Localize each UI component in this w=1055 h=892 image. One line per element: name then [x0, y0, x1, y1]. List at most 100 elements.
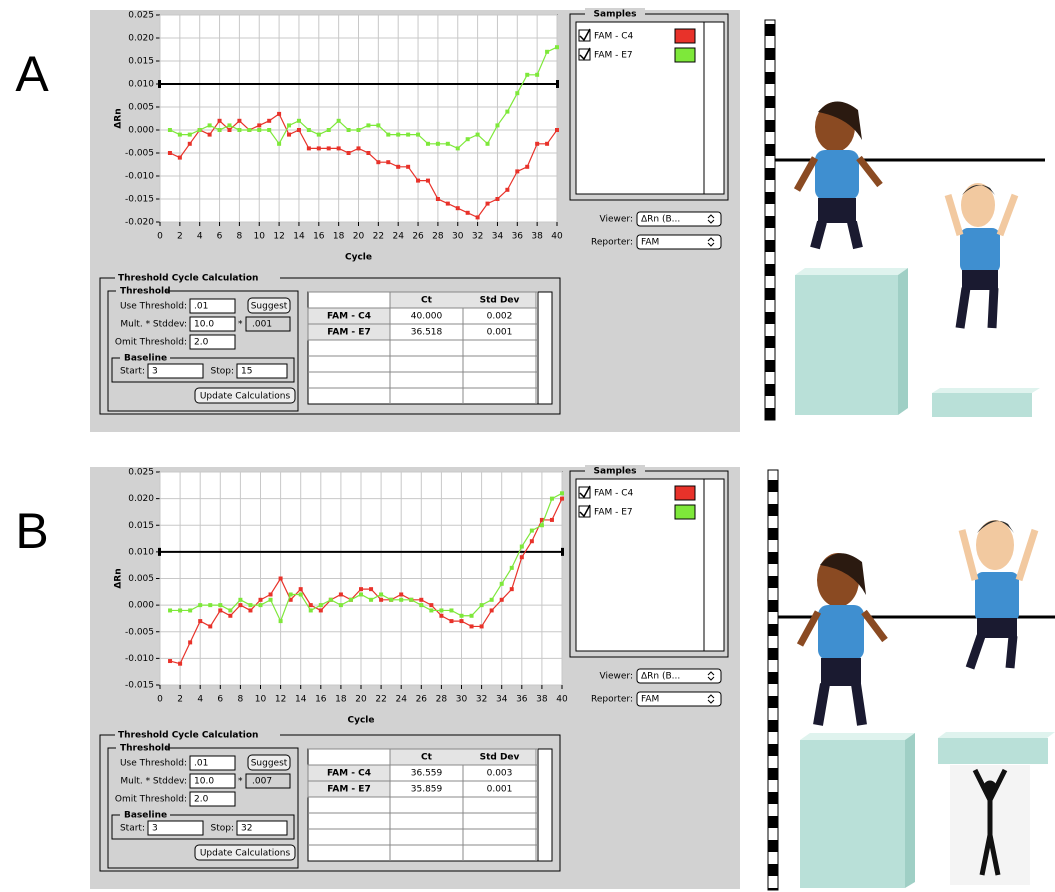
threshold-title-bg	[116, 742, 166, 754]
silhouette	[972, 768, 1008, 876]
viewer-value: ΔRn (B...	[641, 672, 680, 682]
legend-swatch	[674, 28, 696, 44]
reporter-select[interactable]	[636, 691, 722, 707]
reporter-select[interactable]	[636, 234, 722, 250]
input-field[interactable]	[189, 298, 236, 314]
legend-checkbox[interactable]	[578, 505, 591, 518]
table-row-header: FAM - E7	[327, 785, 370, 795]
y-tick-label: 0.005	[128, 103, 154, 113]
x-tick-label: 20	[353, 232, 365, 242]
data-point	[459, 613, 464, 618]
select-arrows	[707, 694, 715, 704]
data-point	[237, 128, 242, 132]
data-point	[549, 517, 554, 522]
data-point	[369, 597, 374, 602]
data-point	[475, 132, 480, 137]
input-field[interactable]	[189, 334, 236, 350]
update-button[interactable]	[194, 387, 296, 404]
data-point	[187, 132, 192, 137]
table-scrollbar	[537, 291, 553, 405]
threshold-title: Threshold	[120, 744, 171, 754]
data-point	[359, 592, 363, 597]
data-point	[227, 128, 232, 132]
data-point	[218, 603, 223, 608]
viewer-select[interactable]	[636, 668, 722, 684]
input-field[interactable]	[189, 316, 236, 332]
legend-label: FAM - C4	[594, 489, 634, 499]
calc-group	[99, 277, 561, 415]
y-tick-label: -0.005	[125, 149, 154, 159]
x-tick-label: 8	[238, 695, 244, 705]
x-tick-label: 18	[335, 695, 347, 705]
input-field[interactable]	[147, 363, 204, 379]
y-axis-label: ΔRn	[114, 108, 124, 128]
legend-checkbox[interactable]	[578, 48, 591, 61]
x-tick-label: 18	[333, 232, 345, 242]
woman-figure	[796, 553, 888, 726]
data-point	[366, 151, 371, 155]
baseline-title-bg	[120, 809, 170, 821]
y-tick-label: 0.005	[128, 574, 154, 584]
input-value: 3	[152, 824, 158, 834]
field-label: Use Threshold:	[120, 302, 187, 312]
panel-label: A	[15, 46, 49, 102]
data-point	[287, 132, 292, 137]
update-button[interactable]	[194, 844, 296, 861]
threshold-handle	[556, 80, 559, 88]
x-tick-label: 30	[452, 232, 464, 242]
x-tick-label: 36	[516, 695, 528, 705]
data-point	[439, 613, 444, 618]
data-point	[217, 118, 222, 123]
x-tick-label: 26	[416, 695, 428, 705]
input-field[interactable]	[189, 773, 236, 789]
viewer-select[interactable]	[636, 211, 722, 227]
data-point	[539, 517, 544, 522]
input-field[interactable]	[147, 820, 204, 836]
baseline-group	[111, 357, 295, 383]
table-cell: 40.000	[411, 312, 443, 322]
box-top	[932, 388, 1040, 393]
box	[938, 738, 1048, 764]
y-tick-label: 0.010	[128, 80, 154, 90]
input-field[interactable]	[189, 755, 236, 771]
series-line	[169, 46, 558, 150]
input-field[interactable]	[236, 363, 288, 379]
data-point	[288, 592, 293, 597]
legend-check	[579, 28, 591, 42]
baseline-title: Baseline	[124, 811, 167, 821]
x-tick-label: 28	[432, 232, 444, 242]
calc-group	[99, 734, 561, 872]
legend-checkbox[interactable]	[578, 29, 591, 42]
data-point	[208, 603, 213, 608]
suggest-button[interactable]	[247, 297, 291, 314]
x-tick-label: 22	[373, 232, 384, 242]
y-tick-label: 0.025	[128, 468, 154, 478]
box-top	[795, 268, 908, 275]
panel: B -0.015 -0.010 -0.005 0.000 0.005 0.010 0.015 0…	[15, 465, 740, 889]
samples-box	[569, 13, 729, 201]
data-point	[188, 640, 193, 645]
data-point	[346, 151, 351, 155]
baseline-title: Baseline	[124, 354, 167, 364]
data-point	[485, 201, 490, 206]
data-point	[277, 141, 282, 146]
table-cell: 0.001	[487, 785, 513, 795]
suggest-button[interactable]	[247, 754, 291, 771]
data-point	[267, 128, 272, 132]
table-row-header: FAM - C4	[327, 769, 371, 779]
legend-swatch	[674, 47, 696, 63]
data-point	[168, 659, 173, 664]
legend-check	[579, 504, 591, 518]
x-tick-label: 36	[512, 232, 524, 242]
input-field[interactable]	[189, 791, 236, 807]
reporter-value: FAM	[641, 695, 659, 705]
legend-checkbox[interactable]	[578, 486, 591, 499]
data-point	[555, 128, 559, 132]
panel-label: B	[15, 503, 48, 559]
data-point	[218, 608, 223, 613]
input-field[interactable]	[236, 820, 288, 836]
data-point	[278, 576, 283, 581]
data-point	[555, 45, 559, 50]
data-point	[515, 91, 520, 96]
data-point	[459, 619, 464, 624]
